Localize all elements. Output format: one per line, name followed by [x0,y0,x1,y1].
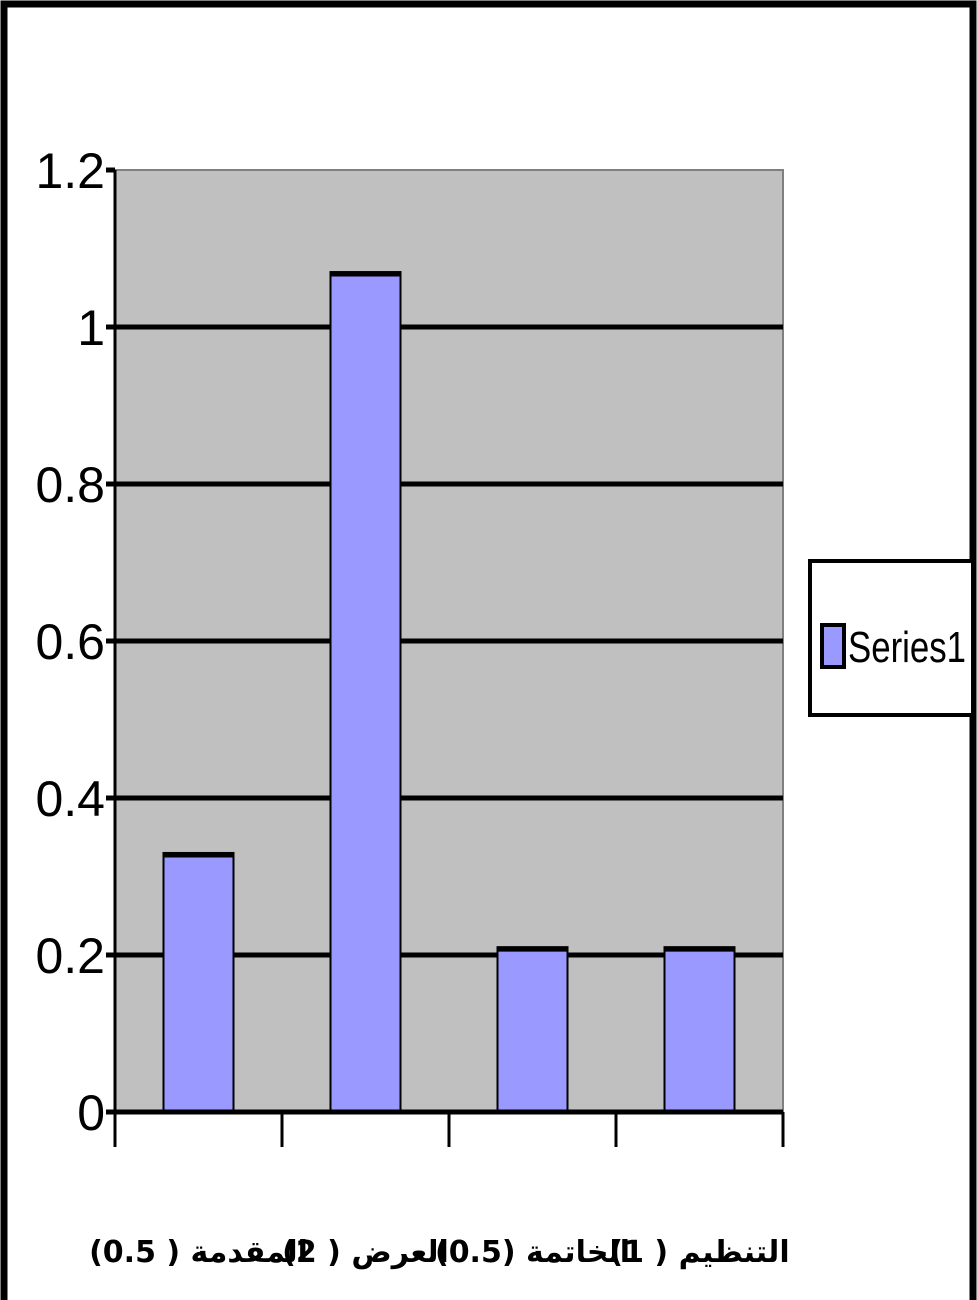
x-tick-label: العرض ( 2) [282,1235,449,1270]
bar [329,271,402,1113]
x-tick-labels: المقدمة ( 0.5)العرض ( 2)الخاتمة (0.5)الت… [89,1235,790,1270]
y-tick-label: 0.6 [35,614,105,670]
y-tick-label: 1 [77,300,105,356]
bar [162,851,235,1113]
y-tick-label: 0 [77,1085,105,1141]
legend: Series1 [808,559,975,717]
axes [106,167,785,1147]
legend-swatch [820,623,846,669]
x-tick-label: التنظيم ( 1) [609,1235,789,1270]
y-tick-label: 0.8 [35,457,105,513]
bar [496,946,569,1114]
x-tick-label: المقدمة ( 0.5) [89,1235,308,1270]
y-tick-label: 0.4 [35,771,105,827]
legend-label: Series1 [848,623,966,672]
y-tick-label: 0.2 [35,928,105,984]
y-tick-label: 1.2 [35,143,105,199]
bar [663,946,736,1114]
y-tick-labels: 0 0.2 0.4 0.6 0.8 1 1.2 [35,143,105,1141]
x-tick-label: الخاتمة (0.5) [435,1235,630,1270]
